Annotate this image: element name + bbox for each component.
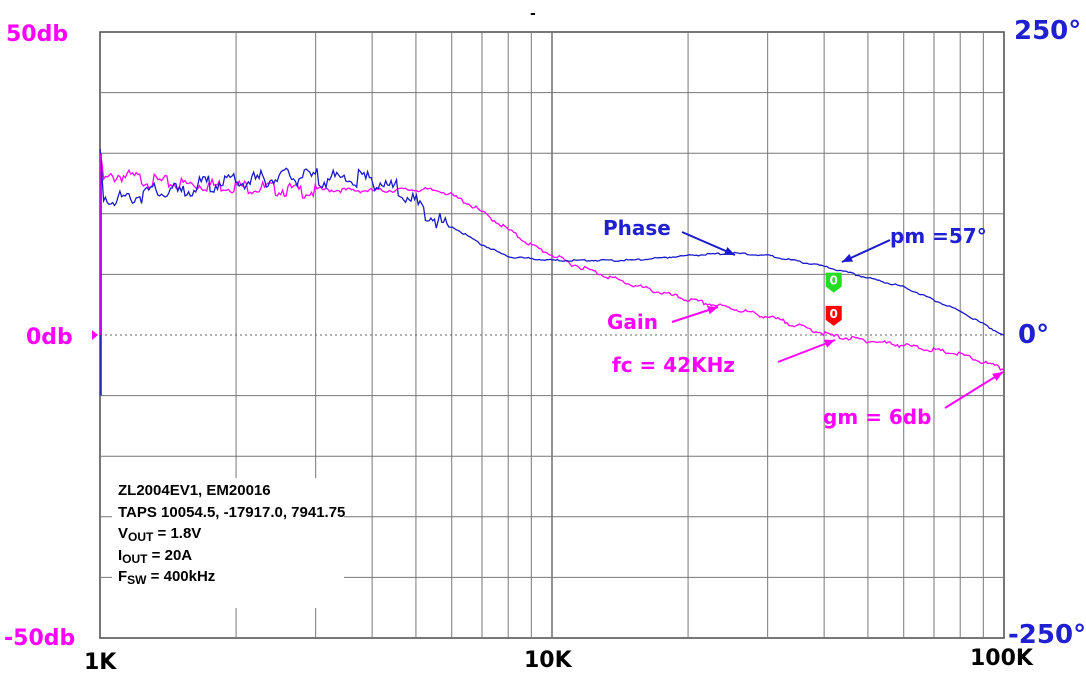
y-right-tick-bottom: -250° xyxy=(1008,620,1086,650)
phase-arrow xyxy=(681,231,736,256)
info-box: ZL2004EV1, EM20016 TAPS 10054.5, -17917.… xyxy=(112,478,346,608)
marker-gain: 0 xyxy=(825,305,842,326)
arrow-shaft xyxy=(777,339,836,363)
info-line-iout: IOUT = 20A xyxy=(118,546,193,566)
zero-db-marker xyxy=(92,330,98,340)
arrow-head xyxy=(842,253,853,262)
phase-label: Phase xyxy=(603,216,671,240)
pm-arrow xyxy=(841,239,891,263)
x-tick-1k: 1K xyxy=(84,650,117,675)
marker-label: 0 xyxy=(830,307,838,321)
arrow-shaft xyxy=(944,371,1004,409)
pm-label: pm =57° xyxy=(890,224,987,248)
marker-flag xyxy=(825,272,842,293)
fc-arrow xyxy=(777,339,836,363)
gain-arrow xyxy=(671,306,719,323)
arrow-head xyxy=(724,247,735,255)
info-line-taps: TAPS 10054.5, -17917.0, 7941.75 xyxy=(118,503,346,521)
gm-arrow xyxy=(944,371,1004,409)
arrow-head xyxy=(992,372,1003,381)
arrow-head xyxy=(824,339,835,348)
y-left-tick-top: 50db xyxy=(6,22,69,47)
x-tick-100k: 100K xyxy=(970,646,1033,671)
series-gain xyxy=(99,156,1005,371)
y-left-tick-mid: 0db xyxy=(26,325,73,350)
gm-label: gm = 6db xyxy=(823,405,932,429)
marker-label: 0 xyxy=(830,274,838,288)
info-line-board: ZL2004EV1, EM20016 xyxy=(118,482,271,499)
x-tick-10k: 10K xyxy=(524,648,572,673)
y-left-tick-bottom: -50db xyxy=(4,626,76,651)
y-right-tick-mid: 0° xyxy=(1018,320,1050,350)
info-line-vout: VOUT = 1.8V xyxy=(118,525,202,544)
marker-flag xyxy=(825,305,842,326)
y-right-tick-top: 250° xyxy=(1014,16,1082,46)
annotation-layer: 00 xyxy=(671,231,1004,409)
series-layer xyxy=(99,148,1005,396)
fc-label: fc = 42KHz xyxy=(612,353,735,377)
top-mark: - xyxy=(530,6,536,22)
marker-phase: 0 xyxy=(825,272,842,293)
arrow-head xyxy=(707,306,718,315)
series-phase xyxy=(99,148,1005,336)
info-line-fsw: FSW = 400kHz xyxy=(118,568,216,587)
grid xyxy=(92,31,1005,639)
gain-label: Gain xyxy=(607,310,659,334)
